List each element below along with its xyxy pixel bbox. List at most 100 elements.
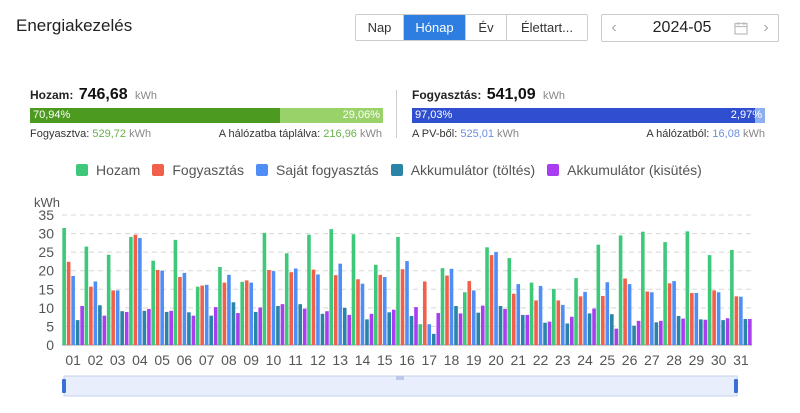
- bar[interactable]: [325, 311, 329, 345]
- bar[interactable]: [525, 314, 530, 345]
- bar[interactable]: [276, 306, 280, 345]
- next-month-button[interactable]: ›: [763, 19, 769, 36]
- bar[interactable]: [405, 261, 409, 345]
- bar[interactable]: [164, 311, 169, 345]
- bar[interactable]: [436, 313, 441, 345]
- bar[interactable]: [507, 258, 512, 345]
- bar[interactable]: [178, 277, 182, 345]
- bar[interactable]: [102, 315, 107, 345]
- tab-lifetime[interactable]: Élettart...: [507, 15, 587, 40]
- bar[interactable]: [445, 275, 449, 345]
- bar[interactable]: [155, 269, 160, 345]
- bar[interactable]: [218, 267, 222, 345]
- bar[interactable]: [133, 234, 138, 345]
- bar[interactable]: [111, 290, 115, 345]
- bar[interactable]: [342, 307, 347, 345]
- bar[interactable]: [427, 324, 432, 345]
- bar[interactable]: [627, 284, 632, 345]
- bar[interactable]: [391, 309, 396, 345]
- bar[interactable]: [249, 282, 253, 345]
- bar[interactable]: [672, 281, 676, 345]
- bar[interactable]: [351, 234, 356, 345]
- bar[interactable]: [169, 310, 173, 345]
- bar[interactable]: [347, 314, 352, 345]
- bar[interactable]: [360, 283, 365, 345]
- bar[interactable]: [480, 305, 485, 345]
- legend-item[interactable]: Akkumulátor (kisütés): [547, 162, 702, 178]
- bar[interactable]: [66, 261, 71, 345]
- legend-item[interactable]: Hozam: [76, 162, 140, 178]
- bar[interactable]: [498, 306, 503, 345]
- bar[interactable]: [676, 316, 681, 345]
- bar[interactable]: [471, 290, 476, 345]
- bar[interactable]: [387, 312, 392, 345]
- bar[interactable]: [703, 319, 708, 345]
- bar[interactable]: [124, 311, 129, 345]
- bar[interactable]: [454, 306, 458, 345]
- bar[interactable]: [307, 234, 311, 345]
- bar[interactable]: [552, 288, 556, 345]
- bar[interactable]: [160, 270, 164, 345]
- bar[interactable]: [587, 313, 592, 345]
- bar[interactable]: [253, 311, 258, 345]
- bar[interactable]: [650, 292, 654, 345]
- bar[interactable]: [106, 254, 111, 345]
- bar[interactable]: [338, 263, 343, 345]
- bar[interactable]: [610, 314, 614, 345]
- bar[interactable]: [204, 284, 209, 345]
- bar[interactable]: [151, 260, 155, 345]
- bar[interactable]: [734, 296, 739, 345]
- bar[interactable]: [605, 282, 610, 345]
- bar[interactable]: [431, 333, 436, 345]
- bar[interactable]: [356, 279, 360, 345]
- bar[interactable]: [187, 312, 191, 345]
- bar[interactable]: [236, 313, 240, 345]
- bar[interactable]: [565, 323, 570, 345]
- bar[interactable]: [681, 318, 685, 345]
- bar[interactable]: [120, 311, 124, 345]
- bar[interactable]: [289, 272, 294, 345]
- bar[interactable]: [142, 310, 147, 345]
- bar[interactable]: [511, 293, 516, 345]
- bar[interactable]: [699, 319, 703, 345]
- bar[interactable]: [561, 304, 565, 345]
- tab-year[interactable]: Év: [466, 15, 507, 40]
- month-picker-input[interactable]: 2024-05: [652, 19, 712, 36]
- bar[interactable]: [583, 291, 587, 345]
- bar[interactable]: [302, 308, 307, 345]
- bar[interactable]: [173, 239, 178, 345]
- bar[interactable]: [298, 304, 303, 345]
- bar[interactable]: [743, 319, 748, 345]
- bar[interactable]: [614, 328, 619, 345]
- bar[interactable]: [382, 277, 387, 345]
- bar[interactable]: [89, 286, 93, 345]
- bar[interactable]: [71, 275, 75, 345]
- bar[interactable]: [373, 264, 378, 345]
- bar[interactable]: [529, 282, 534, 345]
- bar[interactable]: [601, 295, 605, 345]
- bar[interactable]: [115, 290, 120, 345]
- bar[interactable]: [641, 231, 645, 345]
- bar[interactable]: [209, 315, 213, 345]
- bar[interactable]: [520, 314, 525, 345]
- bar[interactable]: [262, 232, 267, 345]
- bar[interactable]: [476, 312, 481, 345]
- bar[interactable]: [320, 313, 325, 345]
- bar[interactable]: [659, 320, 663, 345]
- zoom-handle-left[interactable]: [62, 379, 66, 393]
- bar[interactable]: [222, 282, 227, 345]
- tab-month[interactable]: Hónap: [404, 15, 466, 40]
- bar[interactable]: [667, 283, 672, 345]
- bar[interactable]: [62, 228, 66, 345]
- bar[interactable]: [147, 308, 151, 345]
- bar[interactable]: [632, 325, 636, 345]
- bar[interactable]: [534, 300, 538, 345]
- bar[interactable]: [618, 235, 623, 345]
- bar[interactable]: [231, 302, 236, 345]
- bar[interactable]: [329, 229, 334, 345]
- bar[interactable]: [547, 321, 552, 345]
- bar[interactable]: [200, 285, 204, 345]
- bar[interactable]: [716, 292, 721, 345]
- bar[interactable]: [98, 305, 102, 345]
- bar[interactable]: [378, 274, 383, 345]
